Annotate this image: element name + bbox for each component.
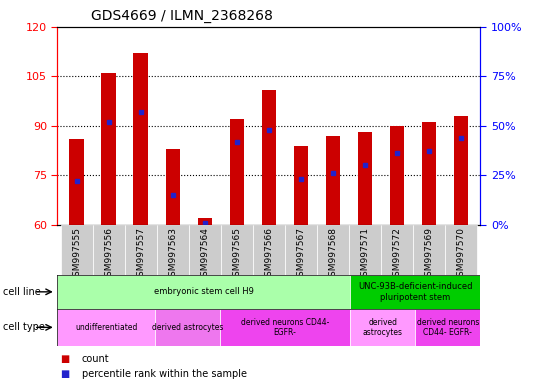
Bar [220,309,351,346]
Bar [416,309,480,346]
Bar [351,309,416,346]
Text: UNC-93B-deficient-induced
pluripotent stem: UNC-93B-deficient-induced pluripotent st… [358,282,473,301]
Text: cell type: cell type [3,322,45,333]
Bar [413,225,445,275]
Text: derived neurons CD44-
EGFR-: derived neurons CD44- EGFR- [241,318,329,337]
Bar [381,225,413,275]
Text: GSM997563: GSM997563 [168,227,177,282]
Text: GSM997571: GSM997571 [360,227,370,282]
Text: ■: ■ [60,369,69,379]
Bar [262,89,276,225]
Bar [124,225,157,275]
Bar [349,225,381,275]
Bar [221,225,253,275]
Text: GSM997557: GSM997557 [136,227,145,282]
Bar [57,275,351,309]
Bar [317,225,349,275]
Text: embryonic stem cell H9: embryonic stem cell H9 [154,287,254,296]
Bar [93,225,124,275]
Bar [133,53,148,225]
Bar [57,309,155,346]
Text: derived astrocytes: derived astrocytes [152,323,223,332]
Text: count: count [82,354,110,364]
Bar [69,139,84,225]
Text: undifferentiated: undifferentiated [75,323,138,332]
Bar [422,122,436,225]
Text: GSM997572: GSM997572 [393,227,402,282]
Text: percentile rank within the sample: percentile rank within the sample [82,369,247,379]
Bar [454,116,468,225]
Text: GSM997569: GSM997569 [425,227,434,282]
Text: GDS4669 / ILMN_2368268: GDS4669 / ILMN_2368268 [91,9,273,23]
Bar [189,225,221,275]
Text: GSM997565: GSM997565 [233,227,241,282]
Bar [61,225,93,275]
Bar [157,225,189,275]
Bar [102,73,116,225]
Bar [253,225,285,275]
Bar [155,309,220,346]
Bar [230,119,244,225]
Bar [390,126,405,225]
Bar [445,225,477,275]
Text: derived
astrocytes: derived astrocytes [363,318,403,337]
Bar [198,218,212,225]
Text: cell line: cell line [3,287,40,297]
Bar [294,146,308,225]
Text: ■: ■ [60,354,69,364]
Bar [326,136,340,225]
Text: GSM997568: GSM997568 [329,227,337,282]
Text: GSM997555: GSM997555 [72,227,81,282]
Bar [351,275,480,309]
Text: GSM997567: GSM997567 [296,227,305,282]
Text: GSM997564: GSM997564 [200,227,209,282]
Text: derived neurons
CD44- EGFR-: derived neurons CD44- EGFR- [417,318,479,337]
Text: GSM997556: GSM997556 [104,227,113,282]
Bar [358,132,372,225]
Text: GSM997570: GSM997570 [457,227,466,282]
Text: GSM997566: GSM997566 [264,227,274,282]
Bar [285,225,317,275]
Bar [165,149,180,225]
